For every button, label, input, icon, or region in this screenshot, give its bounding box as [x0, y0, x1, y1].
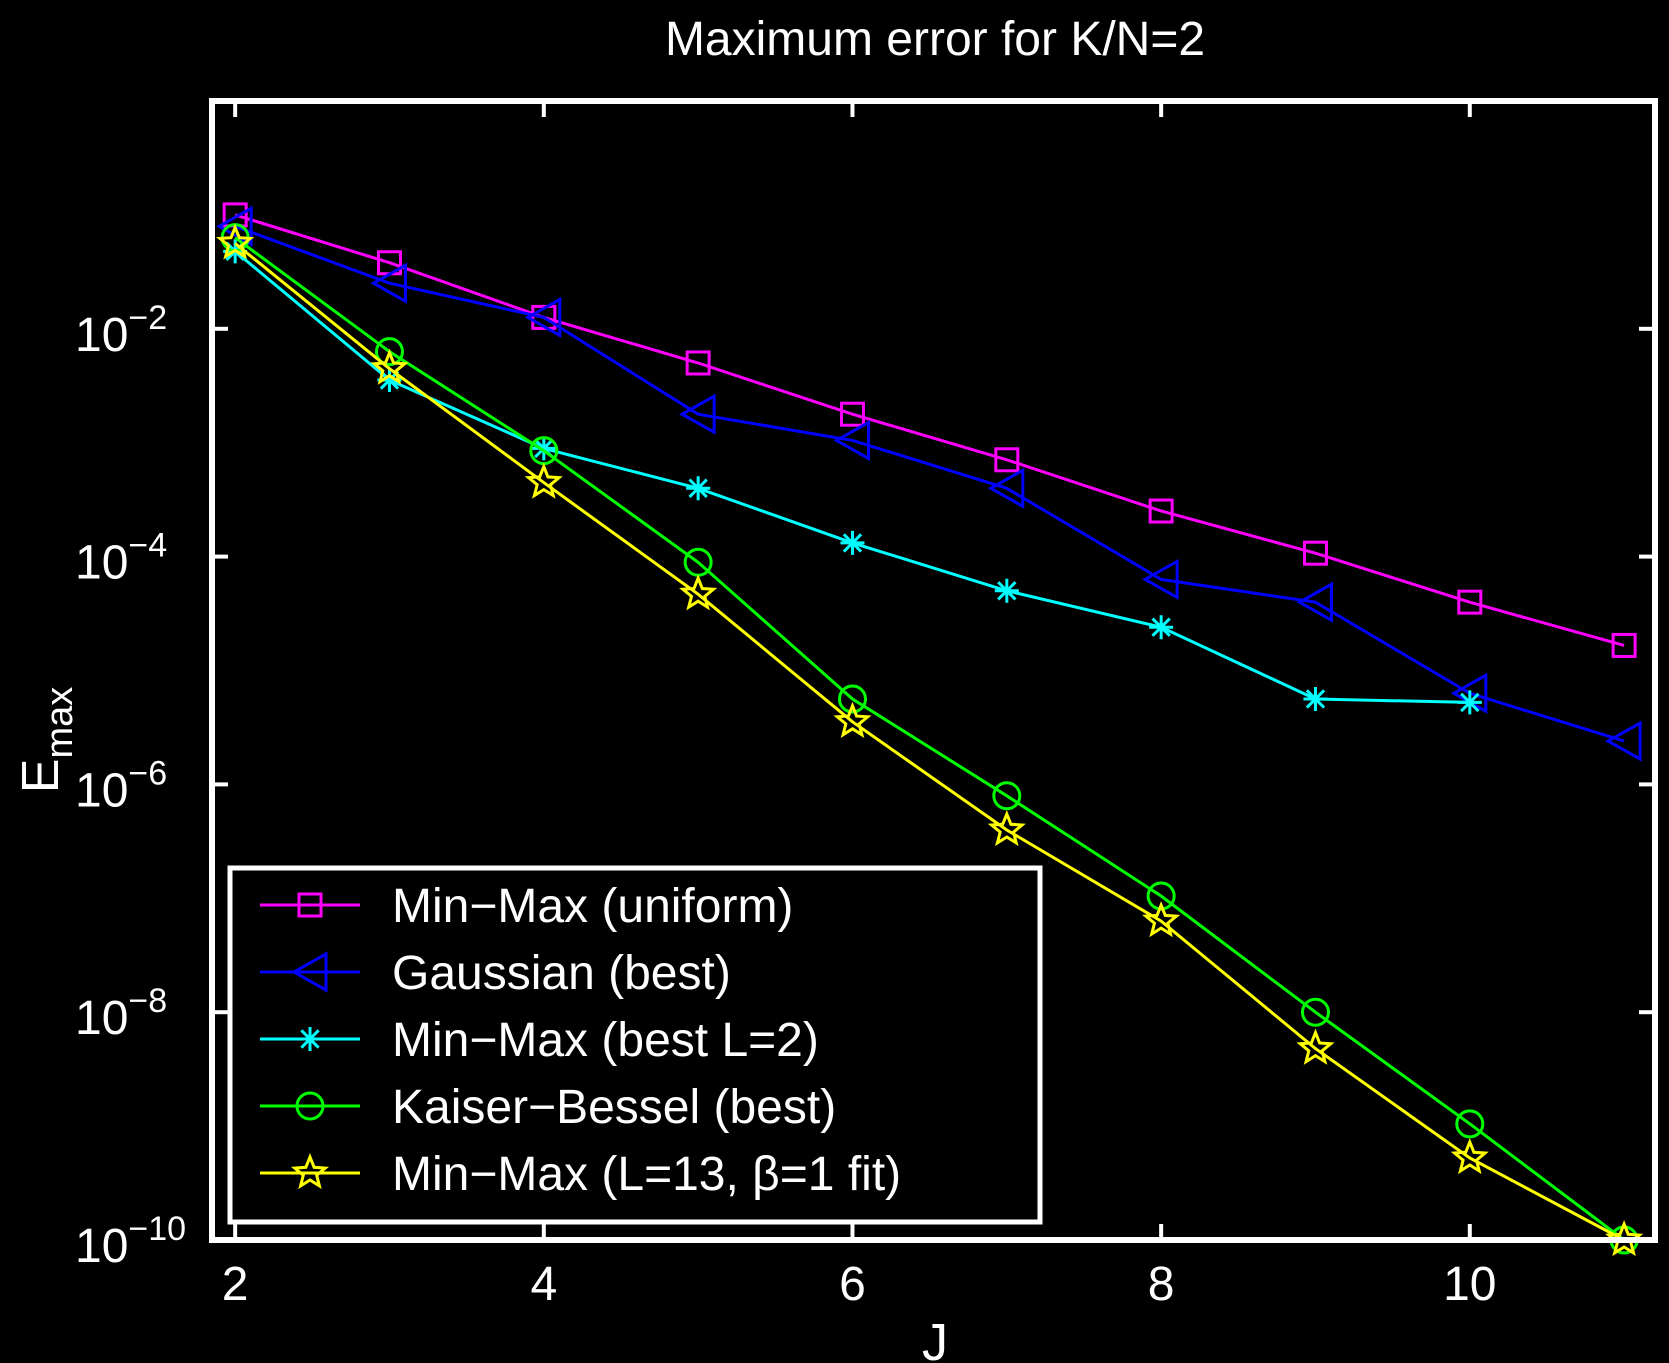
series-3-point-7 [1149, 615, 1174, 640]
series-5-point-8 [1296, 1028, 1335, 1065]
series-5-point-7 [1142, 901, 1181, 938]
series-2-point-8 [1296, 581, 1333, 623]
svg-text:Emax: Emax [12, 687, 81, 793]
plot-area [216, 202, 1644, 1257]
y-tick-label-4: 10−8 [75, 982, 167, 1045]
series-4-point-8 [1300, 997, 1330, 1027]
x-axis-label: J [922, 1314, 948, 1363]
y-tick-label-2: 10−4 [75, 527, 167, 590]
series-1-point-7 [1148, 498, 1174, 524]
series-3-point-2 [377, 368, 402, 393]
series-line-4 [234, 236, 1626, 1242]
legend-label-1: Min−Max (uniform) [392, 880, 793, 933]
legend-marker-3 [298, 1027, 322, 1051]
series-2-point-5 [833, 419, 870, 461]
series-2-point-2 [370, 262, 407, 304]
legend-marker-1 [297, 892, 323, 918]
x-tick-label-2: 4 [530, 1258, 557, 1311]
series-5-point-1 [216, 223, 255, 260]
series-1-point-5 [839, 401, 865, 427]
legend-marker-4 [295, 1091, 325, 1121]
y-axis-label: Emax [12, 687, 81, 793]
series-3-point-5 [840, 530, 865, 555]
series-5 [216, 223, 1644, 1257]
series-2-point-6 [987, 467, 1025, 509]
series-3-point-8 [1303, 686, 1328, 711]
series-2-point-7 [1142, 558, 1179, 600]
series-2-point-3 [524, 296, 562, 338]
y-axis-label-base: E [12, 759, 70, 794]
series-3-point-9 [1457, 690, 1482, 715]
legend-entry-2: Gaussian (best) [260, 947, 731, 1000]
series-1-point-4 [685, 350, 711, 376]
series-5-point-9 [1450, 1137, 1489, 1175]
series-3-point-6 [994, 578, 1019, 603]
series-3-point-3 [531, 436, 556, 461]
x-tick-label-4: 8 [1148, 1258, 1175, 1311]
series-line-1 [234, 213, 1625, 647]
series-5-point-4 [679, 574, 718, 611]
legend-label-3: Min−Max (best L=2) [392, 1014, 819, 1067]
x-tick-label-3: 6 [839, 1258, 866, 1311]
series-2 [216, 205, 1642, 762]
series-line-2 [234, 224, 1625, 743]
series-line-5 [234, 242, 1625, 1242]
x-tick-label-1: 2 [222, 1258, 249, 1311]
series-5-point-2 [370, 348, 409, 385]
legend-marker-2 [290, 951, 328, 993]
legend-entry-3: Min−Max (best L=2) [260, 1014, 819, 1067]
series-3-point-4 [686, 476, 711, 501]
series-1-point-8 [1302, 540, 1328, 566]
chart-title: Maximum error for K/N=2 [665, 13, 1205, 66]
legend-marker-5 [290, 1152, 330, 1190]
legend-label-5: Min−Max (L=13, β=1 fit) [392, 1148, 901, 1201]
series-5-point-10 [1605, 1219, 1644, 1257]
legend-entry-1: Min−Max (uniform) [260, 880, 793, 933]
series-5-point-6 [987, 809, 1026, 847]
y-axis-label-sub: max [39, 687, 81, 759]
series-2-point-4 [679, 393, 716, 435]
series-1-point-9 [1457, 589, 1483, 615]
series-2-point-10 [1605, 720, 1642, 762]
y-tick-label-5: 10−10 [75, 1210, 186, 1273]
axis-ticks: 2 4 6 8 10 10−2 10−4 10−6 10−8 10−10 [75, 101, 1655, 1311]
x-tick-label-5: 10 [1443, 1258, 1496, 1311]
legend-label-4: Kaiser−Bessel (best) [392, 1081, 836, 1134]
series-4-point-9 [1455, 1109, 1485, 1139]
legend-label-2: Gaussian (best) [392, 947, 731, 1000]
series-4-point-6 [992, 781, 1022, 811]
legend-entry-5: Min−Max (L=13, β=1 fit) [260, 1148, 901, 1201]
series-2-point-1 [216, 205, 253, 247]
series-4-point-2 [374, 337, 404, 367]
legend-box [227, 865, 1043, 1225]
series-1-point-10 [1611, 632, 1637, 658]
series-1-point-3 [531, 304, 557, 330]
series-4-point-5 [837, 684, 867, 714]
legend: Min−Max (uniform) Gaussian (best) Min−Max … [227, 865, 1043, 1225]
y-tick-label-1: 10−2 [75, 299, 167, 362]
series-5-point-3 [524, 462, 563, 499]
legend-entry-4: Kaiser−Bessel (best) [260, 1081, 836, 1134]
series-1-point-6 [994, 447, 1020, 473]
series-5-point-5 [833, 701, 872, 738]
plot-frame [209, 98, 1658, 1243]
y-tick-label-3: 10−6 [75, 754, 167, 817]
